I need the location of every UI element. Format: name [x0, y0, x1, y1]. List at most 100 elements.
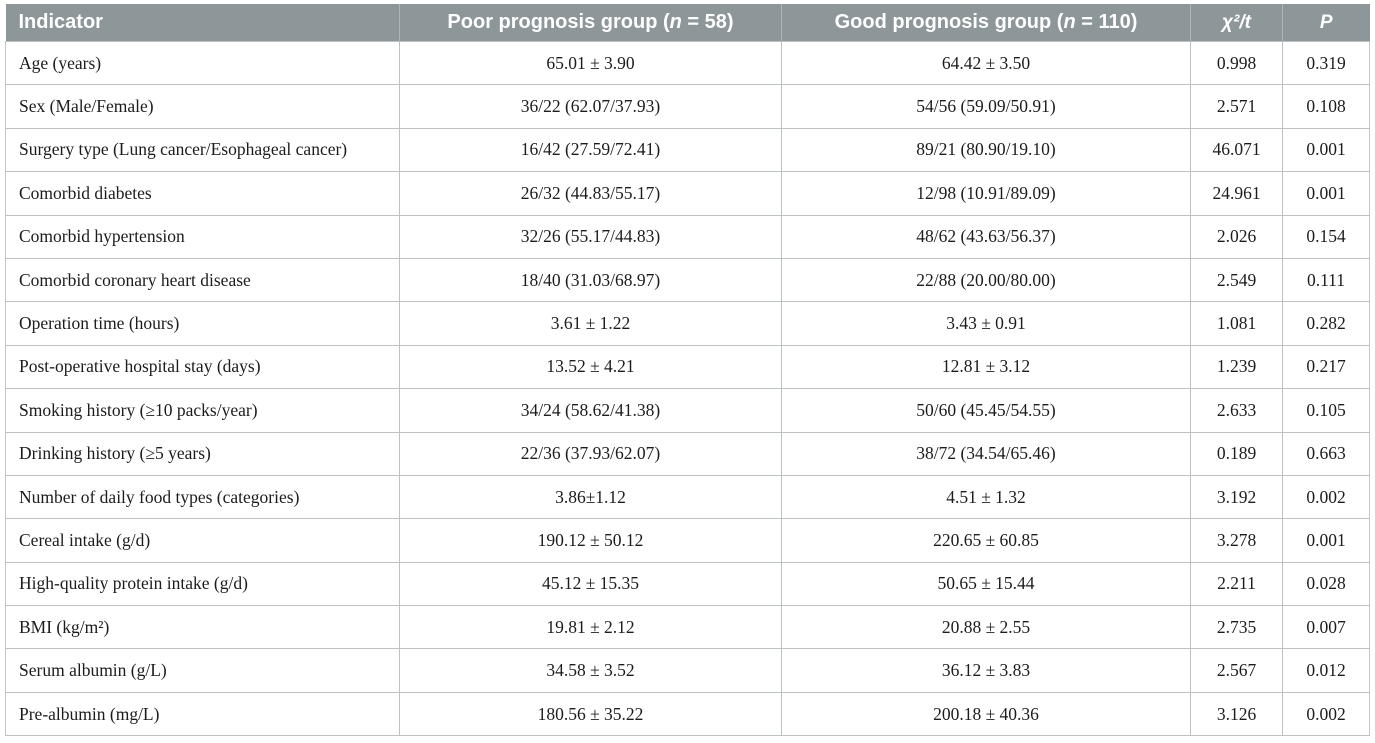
table-row: Comorbid diabetes 26/32 (44.83/55.17) 12…	[5, 171, 1370, 216]
p-value-cell: 0.001	[1282, 518, 1370, 563]
good-group-cell: 38/72 (34.54/65.46)	[781, 431, 1191, 476]
p-value-cell: 0.001	[1282, 171, 1370, 216]
p-value-cell: 0.028	[1282, 561, 1370, 607]
p-value-cell: 0.012	[1282, 648, 1370, 693]
poor-group-cell: 13.52 ± 4.21	[399, 344, 782, 390]
indicator-cell: Serum albumin (g/L)	[5, 648, 400, 693]
table-row: BMI (kg/m²) 19.81 ± 2.12 20.88 ± 2.55 2.…	[5, 605, 1370, 650]
p-value-cell: 0.217	[1282, 344, 1370, 390]
poor-group-cell: 19.81 ± 2.12	[399, 605, 782, 650]
col-header-indicator: Indicator	[5, 4, 400, 42]
p-value-cell: 0.002	[1282, 474, 1370, 520]
indicator-cell: Cereal intake (g/d)	[5, 518, 400, 563]
table-row: Age (years) 65.01 ± 3.90 64.42 ± 3.50 0.…	[5, 40, 1370, 86]
indicator-cell: Post-operative hospital stay (days)	[5, 344, 400, 390]
indicator-cell: BMI (kg/m²)	[5, 605, 400, 650]
col-header-p-value: P	[1282, 4, 1370, 42]
table-row: Surgery type (Lung cancer/Esophageal can…	[5, 127, 1370, 173]
p-value-cell: 0.002	[1282, 691, 1370, 737]
indicator-cell: High-quality protein intake (g/d)	[5, 561, 400, 607]
p-value-cell: 0.105	[1282, 388, 1370, 433]
good-group-cell: 3.43 ± 0.91	[781, 301, 1191, 346]
poor-group-cell: 26/32 (44.83/55.17)	[399, 171, 782, 216]
indicator-cell: Comorbid diabetes	[5, 171, 400, 216]
table-row: Serum albumin (g/L) 34.58 ± 3.52 36.12 ±…	[5, 648, 1370, 693]
col-header-good-group: Good prognosis group (n = 110)	[781, 4, 1191, 42]
table-row: High-quality protein intake (g/d) 45.12 …	[5, 561, 1370, 607]
good-group-cell: 22/88 (20.00/80.00)	[781, 257, 1191, 303]
poor-group-cell: 180.56 ± 35.22	[399, 691, 782, 737]
poor-group-cell: 65.01 ± 3.90	[399, 40, 782, 86]
poor-group-cell: 18/40 (31.03/68.97)	[399, 257, 782, 303]
table-row: Number of daily food types (categories) …	[5, 474, 1370, 520]
good-group-cell: 20.88 ± 2.55	[781, 605, 1191, 650]
chi-t-cell: 1.081	[1190, 301, 1283, 346]
indicator-cell: Age (years)	[5, 40, 400, 86]
poor-group-cell: 16/42 (27.59/72.41)	[399, 127, 782, 173]
indicator-cell: Operation time (hours)	[5, 301, 400, 346]
table-row: Operation time (hours) 3.61 ± 1.22 3.43 …	[5, 301, 1370, 346]
table-row: Comorbid hypertension 32/26 (55.17/44.83…	[5, 214, 1370, 259]
good-group-cell: 54/56 (59.09/50.91)	[781, 84, 1191, 129]
header-row: Indicator Poor prognosis group (n = 58) …	[5, 4, 1370, 42]
table-row: Drinking history (≥5 years) 22/36 (37.93…	[5, 431, 1370, 476]
p-value-cell: 0.663	[1282, 431, 1370, 476]
col-header-poor-group: Poor prognosis group (n = 58)	[399, 4, 782, 42]
chi-t-cell: 2.026	[1190, 214, 1283, 259]
table-row: Comorbid coronary heart disease 18/40 (3…	[5, 257, 1370, 303]
indicator-cell: Drinking history (≥5 years)	[5, 431, 400, 476]
chi-t-cell: 0.998	[1190, 40, 1283, 86]
poor-group-cell: 190.12 ± 50.12	[399, 518, 782, 563]
baseline-characteristics-table: Indicator Poor prognosis group (n = 58) …	[5, 4, 1370, 737]
poor-group-n-italic: n	[669, 11, 682, 33]
chi-t-cell: 2.633	[1190, 388, 1283, 433]
chi-t-cell: 2.571	[1190, 84, 1283, 129]
good-group-cell: 64.42 ± 3.50	[781, 40, 1191, 86]
p-value-cell: 0.007	[1282, 605, 1370, 650]
poor-group-cell: 3.86±1.12	[399, 474, 782, 520]
good-group-cell: 200.18 ± 40.36	[781, 691, 1191, 737]
table-row: Pre-albumin (mg/L) 180.56 ± 35.22 200.18…	[5, 691, 1370, 737]
chi-t-cell: 2.735	[1190, 605, 1283, 650]
indicator-cell: Sex (Male/Female)	[5, 84, 400, 129]
indicator-cell: Comorbid coronary heart disease	[5, 257, 400, 303]
indicator-cell: Pre-albumin (mg/L)	[5, 691, 400, 737]
table-row: Cereal intake (g/d) 190.12 ± 50.12 220.6…	[5, 518, 1370, 563]
chi-t-cell: 2.567	[1190, 648, 1283, 693]
good-group-cell: 89/21 (80.90/19.10)	[781, 127, 1191, 173]
poor-group-cell: 34/24 (58.62/41.38)	[399, 388, 782, 433]
poor-group-cell: 45.12 ± 15.35	[399, 561, 782, 607]
chi-t-cell: 3.126	[1190, 691, 1283, 737]
poor-group-cell: 32/26 (55.17/44.83)	[399, 214, 782, 259]
chi-t-cell: 1.239	[1190, 344, 1283, 390]
good-group-cell: 50.65 ± 15.44	[781, 561, 1191, 607]
p-value-cell: 0.001	[1282, 127, 1370, 173]
indicator-cell: Surgery type (Lung cancer/Esophageal can…	[5, 127, 400, 173]
indicator-cell: Number of daily food types (categories)	[5, 474, 400, 520]
good-group-label-suffix: = 110)	[1075, 11, 1138, 33]
chi-t-cell: 3.192	[1190, 474, 1283, 520]
chi-t-cell: 0.189	[1190, 431, 1283, 476]
table-row: Sex (Male/Female) 36/22 (62.07/37.93) 54…	[5, 84, 1370, 129]
chi-t-cell: 2.549	[1190, 257, 1283, 303]
p-value-cell: 0.111	[1282, 257, 1370, 303]
table-row: Post-operative hospital stay (days) 13.5…	[5, 344, 1370, 390]
table-row: Smoking history (≥10 packs/year) 34/24 (…	[5, 388, 1370, 433]
indicator-cell: Comorbid hypertension	[5, 214, 400, 259]
poor-group-label-suffix: = 58)	[681, 11, 734, 33]
indicator-cell: Smoking history (≥10 packs/year)	[5, 388, 400, 433]
p-value-cell: 0.108	[1282, 84, 1370, 129]
good-group-cell: 48/62 (43.63/56.37)	[781, 214, 1191, 259]
poor-group-cell: 22/36 (37.93/62.07)	[399, 431, 782, 476]
chi-t-cell: 3.278	[1190, 518, 1283, 563]
poor-group-label-prefix: Poor prognosis group (	[447, 11, 670, 33]
p-value-cell: 0.282	[1282, 301, 1370, 346]
poor-group-cell: 36/22 (62.07/37.93)	[399, 84, 782, 129]
good-group-cell: 36.12 ± 3.83	[781, 648, 1191, 693]
chi-t-cell: 24.961	[1190, 171, 1283, 216]
good-group-cell: 12.81 ± 3.12	[781, 344, 1191, 390]
poor-group-cell: 34.58 ± 3.52	[399, 648, 782, 693]
p-value-cell: 0.154	[1282, 214, 1370, 259]
chi-t-cell: 2.211	[1190, 561, 1283, 607]
